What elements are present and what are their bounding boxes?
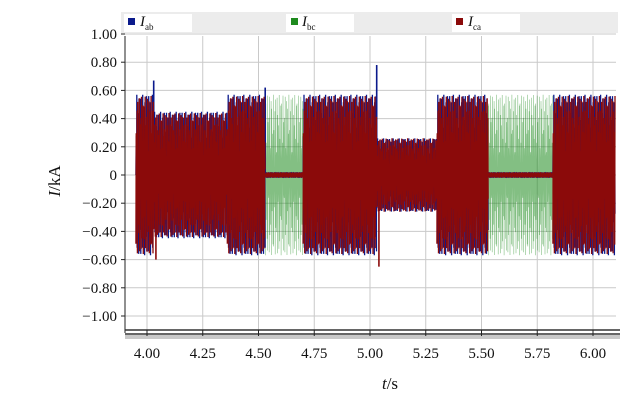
legend-item-iab: Iab bbox=[124, 14, 192, 32]
legend-item-box bbox=[286, 14, 354, 32]
series-line-Ibc bbox=[264, 94, 554, 256]
y-tick-label: 0.20 bbox=[91, 140, 117, 156]
y-tick-label: −0.80 bbox=[82, 281, 117, 297]
legend-item-ica: Ica bbox=[452, 14, 520, 32]
series-layer bbox=[135, 65, 616, 267]
x-axis-band bbox=[125, 335, 620, 339]
legend-label-iab: I bbox=[139, 14, 146, 30]
x-tick-label: 5.00 bbox=[357, 346, 383, 362]
y-axis-label: I/kA bbox=[45, 165, 64, 198]
svg-text:Ibc: Ibc bbox=[301, 14, 316, 32]
y-tick-label: −0.60 bbox=[82, 253, 117, 269]
legend-item-box bbox=[452, 14, 520, 32]
legend-sub-ica: ca bbox=[473, 22, 481, 32]
legend: Iab Ibc Ica bbox=[121, 12, 618, 33]
y-tick-label: 0.80 bbox=[91, 55, 117, 71]
x-axis-var: t bbox=[382, 374, 388, 393]
x-tick-label: 4.75 bbox=[301, 346, 327, 362]
legend-sub-iab: ab bbox=[145, 22, 154, 32]
y-tick-label: 0 bbox=[110, 168, 118, 184]
y-ticks: 1.00 0.80 0.60 0.40 0.20 0 −0.20 −0.40 −0.60 −0.8… bbox=[82, 27, 125, 325]
y-tick-label: 0.40 bbox=[91, 112, 117, 128]
svg-text:Ica: Ica bbox=[467, 14, 481, 32]
y-tick-label: −0.20 bbox=[82, 196, 117, 212]
legend-item-ibc: Ibc bbox=[286, 14, 354, 32]
y-tick-label: 1.00 bbox=[91, 27, 117, 43]
x-tick-label: 4.50 bbox=[245, 346, 271, 362]
legend-swatch-ibc bbox=[291, 18, 298, 25]
x-axis-label: t/s bbox=[382, 374, 398, 393]
x-tick-label: 6.00 bbox=[580, 346, 606, 362]
x-ticks: 4.00 4.25 4.50 4.75 5.00 5.25 5.50 5.75 6.00 bbox=[134, 330, 606, 362]
y-tick-label: −0.40 bbox=[82, 224, 117, 240]
legend-sub-ibc: bc bbox=[307, 22, 316, 32]
legend-swatch-ica bbox=[456, 18, 463, 25]
series-line-Ica bbox=[135, 95, 616, 255]
legend-bar bbox=[121, 12, 618, 33]
x-axis-unit: /s bbox=[387, 374, 398, 393]
y-tick-label: 0.60 bbox=[91, 83, 117, 99]
y-tick-label: −1.00 bbox=[82, 309, 117, 325]
x-tick-label: 4.00 bbox=[134, 346, 160, 362]
x-tick-label: 5.50 bbox=[468, 346, 494, 362]
legend-item-box bbox=[124, 14, 192, 32]
x-tick-label: 5.75 bbox=[524, 346, 550, 362]
legend-label-ibc: I bbox=[301, 14, 308, 30]
x-tick-label: 4.25 bbox=[190, 346, 216, 362]
y-axis-var: I bbox=[45, 190, 64, 198]
legend-swatch-iab bbox=[128, 18, 135, 25]
x-tick-label: 5.25 bbox=[413, 346, 439, 362]
legend-label-ica: I bbox=[467, 14, 474, 30]
svg-text:Iab: Iab bbox=[139, 14, 154, 32]
y-axis-unit: /kA bbox=[45, 165, 64, 191]
